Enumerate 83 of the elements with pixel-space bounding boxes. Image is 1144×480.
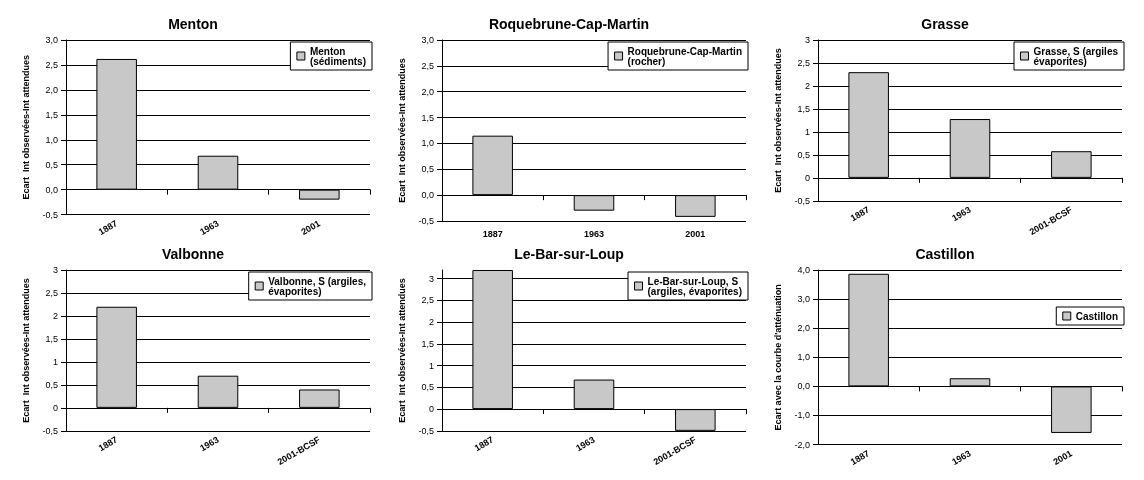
x-tick-label: 1887 — [96, 218, 120, 237]
y-tick-label: 3 — [804, 35, 810, 45]
y-tick-label: 0 — [428, 404, 434, 415]
y-axis-title: Ecart Int observées-Int attendues — [396, 58, 407, 203]
y-tick-label: 3,0 — [45, 35, 58, 45]
y-tick-label: 1,5 — [421, 338, 434, 349]
x-tick-label: 1887 — [848, 204, 872, 224]
y-axis-title: Ecart Int observées-Int attendues — [20, 278, 31, 423]
y-tick-label: 2,5 — [797, 57, 810, 68]
legend-label: Grasse, S (argiles évaporites) — [1033, 45, 1119, 67]
x-tick-label: 1963 — [574, 434, 597, 454]
chart-title: Grasse — [921, 16, 969, 32]
chart-title: Roquebrune-Cap-Martin — [488, 16, 650, 32]
y-tick-label: -0,5 — [418, 216, 434, 226]
x-tick-label: 1963 — [950, 448, 973, 467]
y-tick-label: 2,5 — [421, 60, 434, 71]
y-axis-title: Ecart Int observées-Int attendues — [772, 48, 783, 193]
x-tick-label: 2001 — [1051, 448, 1074, 467]
legend-label: Valbonne, S (argiles, évaporites) — [268, 275, 367, 297]
bar — [299, 189, 340, 200]
chart-title: Valbonne — [161, 246, 225, 262]
chart-title: Menton — [168, 16, 218, 32]
y-tick-label: 0,5 — [421, 164, 434, 175]
y-tick-label: 0,5 — [797, 149, 810, 160]
y-axis-title: Ecart Int observées-Int attendues — [396, 278, 407, 423]
y-tick-label: 2 — [428, 317, 434, 328]
y-tick-label: 0 — [804, 172, 810, 183]
y-tick-label: 1,0 — [797, 352, 810, 363]
y-tick-label: -0,5 — [42, 425, 58, 436]
y-tick-label: 0,5 — [421, 382, 434, 393]
y-tick-label: 1 — [428, 360, 434, 371]
y-tick-label: 1,0 — [421, 138, 434, 149]
x-tick-label: 1963 — [583, 228, 605, 239]
x-tick-label: 1963 — [950, 204, 973, 224]
y-tick-label: 4,0 — [797, 265, 810, 275]
y-tick-label: 0,0 — [421, 190, 434, 201]
y-tick-label: 2,5 — [45, 287, 58, 298]
legend-label: Castillon — [1075, 310, 1119, 322]
x-tick-label: 1887 — [848, 448, 872, 467]
chart-title: Le-Bar-sur-Loup — [514, 246, 624, 262]
y-tick-label: 0,0 — [45, 184, 58, 195]
y-tick-label: 0,0 — [797, 381, 810, 392]
bar — [949, 378, 991, 387]
y-tick-label: -0,5 — [42, 209, 58, 220]
y-tick-label: 0,5 — [45, 379, 58, 390]
y-tick-label: 1,5 — [797, 103, 810, 114]
y-tick-label: 1,5 — [45, 109, 58, 120]
y-tick-label: -1,0 — [794, 410, 810, 421]
y-tick-label: -0,5 — [418, 425, 434, 436]
chart-title: Castillon — [915, 246, 975, 262]
legend-label: Le-Bar-sur-Loup, S (argiles, évaporites) — [647, 275, 742, 297]
y-tick-label: 1,5 — [45, 333, 58, 344]
y-axis-title: Ecart Int observées-Int attendues — [20, 55, 31, 200]
y-tick-label: 3,0 — [421, 35, 434, 45]
y-tick-label: 3 — [428, 273, 434, 284]
x-tick-label: 1963 — [198, 434, 221, 454]
y-tick-label: 0,5 — [45, 159, 58, 170]
y-tick-label: 0 — [52, 402, 58, 413]
x-tick-label: 2001 — [299, 218, 322, 237]
x-tick-label: 1963 — [198, 218, 221, 237]
y-tick-label: -0,5 — [794, 195, 810, 206]
y-tick-label: 1,0 — [45, 134, 58, 145]
x-tick-label: 1887 — [482, 228, 503, 239]
y-tick-label: 3 — [52, 265, 58, 275]
y-tick-label: 2,5 — [45, 59, 58, 70]
x-tick-label: 1887 — [96, 434, 120, 454]
y-tick-label: 1,5 — [421, 112, 434, 123]
x-tick-label: 2001 — [685, 228, 706, 239]
legend-label: Roquebrune-Cap-Martin (rocher) — [627, 45, 743, 67]
y-tick-label: 2 — [52, 310, 58, 321]
bar — [299, 389, 340, 408]
y-tick-label: 2,5 — [421, 295, 434, 306]
legend-label: Menton (sédiments) — [309, 45, 366, 67]
y-tick-label: -2,0 — [794, 439, 810, 450]
y-tick-label: 2,0 — [797, 323, 810, 334]
y-axis-title: Ecart avec la courbe d'atténuation — [772, 284, 783, 431]
y-tick-label: 2,0 — [45, 84, 58, 95]
y-tick-label: 1 — [52, 356, 58, 367]
y-tick-label: 2 — [804, 80, 810, 91]
y-tick-label: 1 — [804, 126, 810, 137]
x-tick-label: 1887 — [472, 434, 496, 454]
y-tick-label: 2,0 — [421, 86, 434, 97]
y-tick-label: 3,0 — [797, 294, 810, 305]
